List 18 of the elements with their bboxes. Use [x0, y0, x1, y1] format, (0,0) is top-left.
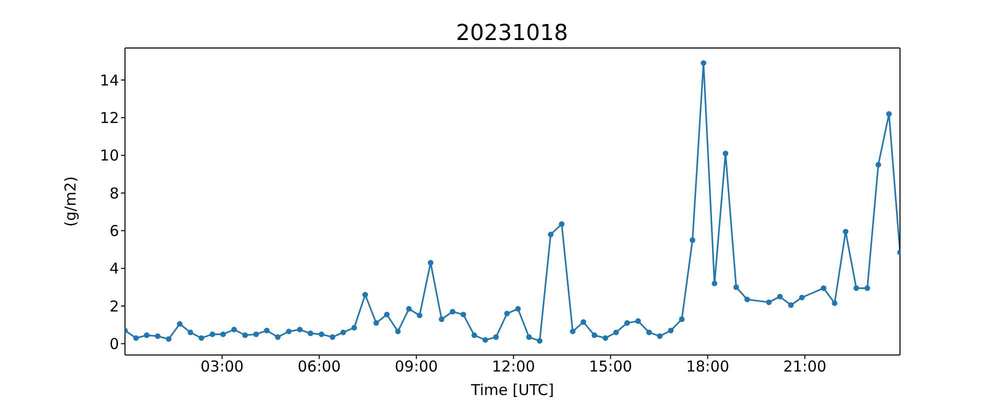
y-tick-label: 8 — [109, 184, 119, 202]
x-tick-label: 06:00 — [298, 358, 341, 376]
y-tick-label: 2 — [109, 297, 119, 316]
chart-title: 20231018 — [456, 21, 568, 46]
y-tick-label: 12 — [100, 109, 119, 128]
x-tick-label: 18:00 — [686, 358, 730, 376]
y-tick-label: 6 — [109, 222, 119, 240]
y-tick-label: 0 — [109, 335, 119, 354]
x-tick-label: 12:00 — [492, 358, 536, 376]
y-tick-label: 14 — [100, 71, 119, 90]
x-tick-label: 21:00 — [783, 358, 826, 376]
x-axis-title: Time [UTC] — [470, 381, 554, 399]
y-tick-label: 10 — [100, 146, 119, 165]
y-axis-title: (g/m2) — [61, 176, 80, 227]
x-tick-label: 15:00 — [588, 358, 632, 376]
y-tick-label: 4 — [109, 260, 119, 278]
x-tick-label: 03:00 — [200, 358, 244, 376]
x-tick-label: 09:00 — [394, 358, 438, 376]
